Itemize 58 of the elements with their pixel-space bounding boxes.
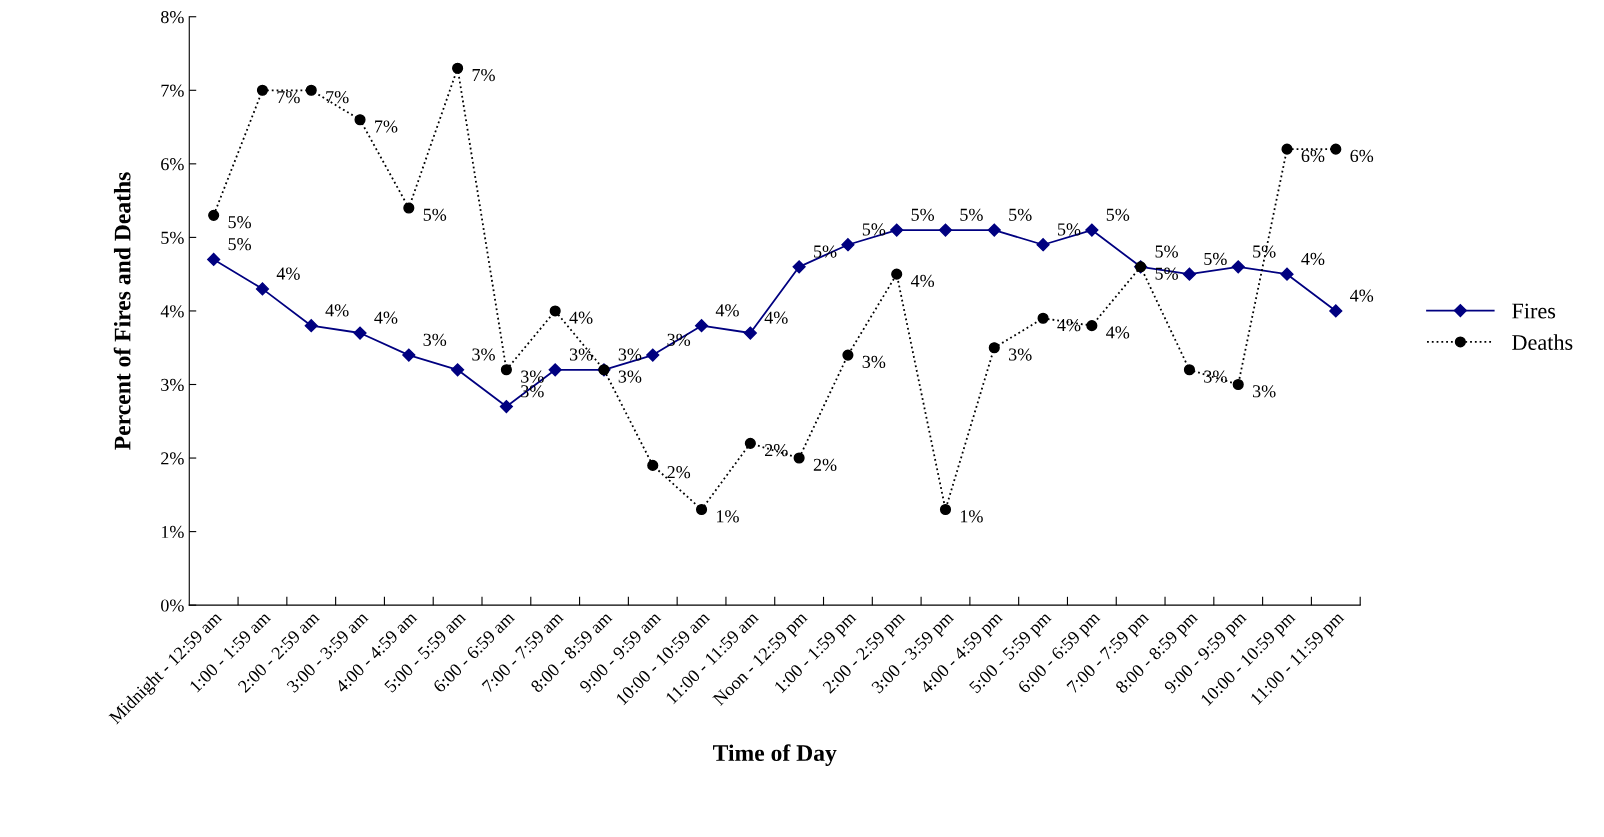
data-label: 4% [910, 274, 935, 288]
y-tick-label: 6% [161, 158, 184, 171]
data-label: 3% [569, 348, 593, 361]
data-label: 4% [569, 311, 593, 324]
data-label: 5% [1058, 223, 1081, 236]
data-label: 7% [277, 90, 300, 104]
data-label: 4% [276, 267, 300, 280]
data-label: 5% [1106, 208, 1130, 221]
data-label: 4% [325, 304, 349, 317]
data-label: 4% [374, 311, 398, 324]
data-label: 5% [960, 208, 983, 221]
y-tick-label: 0% [161, 599, 184, 612]
data-label: 4% [1350, 289, 1374, 302]
y-axis-title: Percent of Fires and Deaths [113, 172, 131, 450]
data-label: 3% [618, 370, 642, 383]
data-label: 1% [717, 510, 739, 523]
data-label: 5% [1204, 252, 1227, 266]
data-label: 3% [521, 370, 544, 383]
data-label: 5% [423, 208, 447, 221]
data-label: 2% [667, 466, 691, 479]
data-label: 2% [813, 458, 837, 471]
data-label: 4% [1057, 318, 1081, 332]
data-label: 3% [1204, 370, 1227, 383]
data-label: 3% [472, 348, 495, 361]
data-label: 3% [1252, 385, 1276, 398]
data-label: 2% [765, 444, 788, 457]
data-label: 3% [1009, 348, 1032, 361]
y-tick-label: 8% [161, 11, 184, 24]
data-label: 1% [960, 510, 983, 523]
data-label: 6% [1301, 149, 1325, 163]
data-label: 7% [472, 68, 495, 82]
data-label: 6% [1350, 149, 1374, 163]
data-label: 3% [423, 333, 447, 346]
y-tick-label: 4% [160, 305, 184, 318]
data-label: 4% [764, 311, 788, 324]
data-label: 3% [862, 355, 886, 368]
data-label: 7% [375, 120, 398, 133]
data-label: 5% [1155, 245, 1178, 258]
data-label: 3% [618, 348, 642, 361]
data-label: 5% [228, 238, 252, 251]
data-label: 4% [1106, 326, 1130, 339]
data-label: 4% [1301, 252, 1325, 266]
y-tick-label: 2% [161, 452, 184, 465]
legend-label: Fires [1512, 303, 1556, 319]
legend-label: Deaths [1512, 334, 1573, 350]
data-label: 5% [1009, 208, 1032, 221]
data-label: 5% [862, 223, 886, 236]
data-label: 5% [1155, 267, 1178, 280]
x-axis-title: Time of Day [713, 744, 837, 766]
data-label: 5% [1253, 245, 1276, 258]
data-label: 7% [326, 90, 349, 104]
data-label: 4% [715, 304, 739, 317]
data-label: 5% [228, 216, 252, 229]
y-tick-label: 7% [161, 84, 184, 97]
y-tick-label: 3% [161, 378, 184, 391]
data-label: 5% [911, 208, 935, 221]
y-tick-label: 5% [161, 231, 184, 244]
y-tick-label: 1% [161, 525, 184, 539]
